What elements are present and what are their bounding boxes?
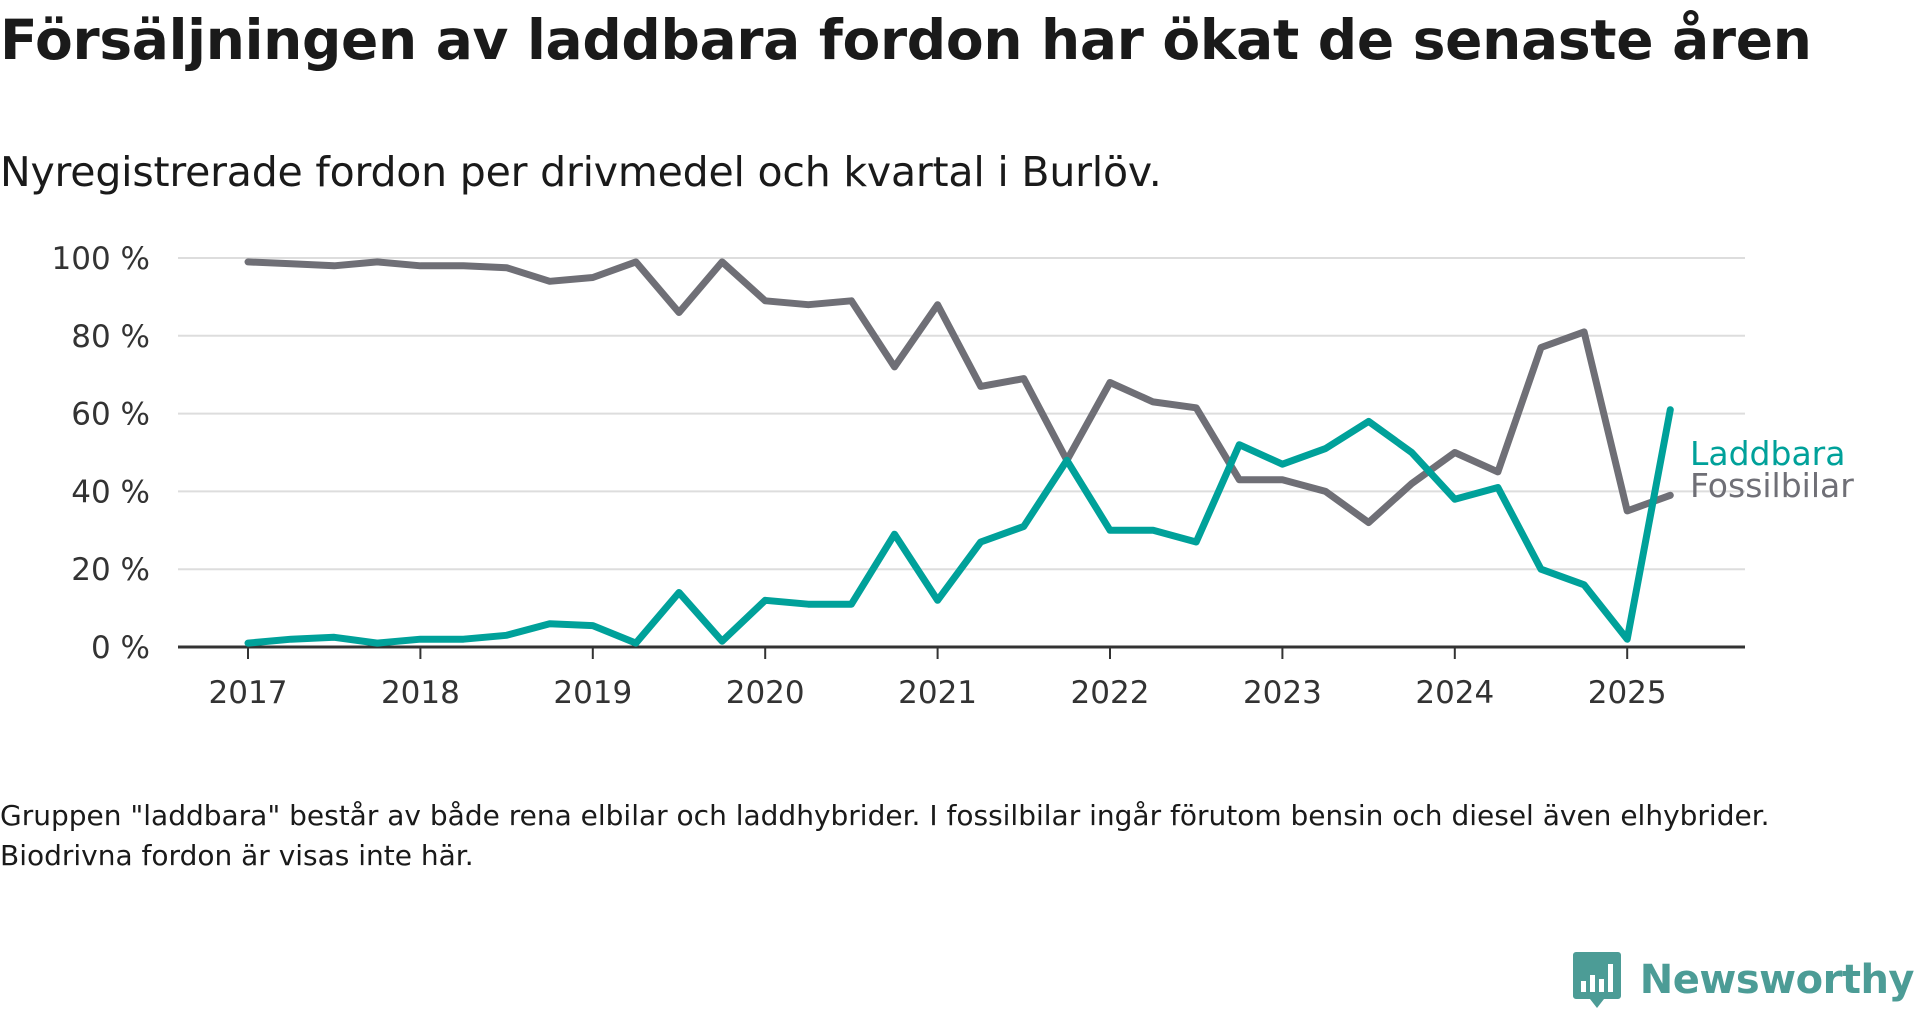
x-tick-label: 2020 xyxy=(726,675,805,711)
x-axis: 2017 2018 2019 2020 2021 2022 2023 2024 2025 xyxy=(178,645,1745,711)
x-tick-label: 2017 xyxy=(209,675,288,711)
y-tick-label: 60 % xyxy=(71,397,150,433)
chart-title: Försäljningen av laddbara fordon har öka… xyxy=(0,8,1812,72)
series-label-laddbara: Laddbara xyxy=(1690,434,1845,473)
y-tick-label: 40 % xyxy=(71,474,150,510)
chart-subtitle: Nyregistrerade fordon per drivmedel och … xyxy=(0,148,1162,196)
y-axis-ticks: 0 % 20 % 40 % 60 % 80 % 100 % xyxy=(52,241,150,666)
x-tick-label: 2019 xyxy=(553,675,632,711)
x-tick-label: 2021 xyxy=(898,675,977,711)
newsworthy-logo-icon xyxy=(1572,952,1621,1008)
y-tick-label: 80 % xyxy=(71,319,150,355)
chart-footnote: Gruppen "laddbara" består av både rena e… xyxy=(0,799,1770,872)
line-chart: 0 % 20 % 40 % 60 % 80 % 100 % 2017 2018 2019 202… xyxy=(52,241,1855,711)
brand-name: Newsworthy xyxy=(1639,957,1915,1003)
series-line-fossilbilar xyxy=(244,258,1674,526)
y-tick-label: 100 % xyxy=(52,241,150,277)
series-lines xyxy=(244,258,1674,647)
gridlines xyxy=(178,257,1745,571)
y-tick-label: 0 % xyxy=(91,630,150,666)
x-tick-label: 2023 xyxy=(1243,675,1322,711)
x-tick-label: 2025 xyxy=(1588,675,1667,711)
series-line-laddbara xyxy=(244,406,1674,647)
series-label-fossilbilar: Fossilbilar xyxy=(1690,466,1854,505)
y-tick-label: 20 % xyxy=(71,552,150,588)
x-tick-label: 2022 xyxy=(1071,675,1150,711)
x-tick-label: 2018 xyxy=(381,675,460,711)
x-tick-label: 2024 xyxy=(1415,675,1494,711)
brand-logo: Newsworthy xyxy=(1572,950,1915,1010)
